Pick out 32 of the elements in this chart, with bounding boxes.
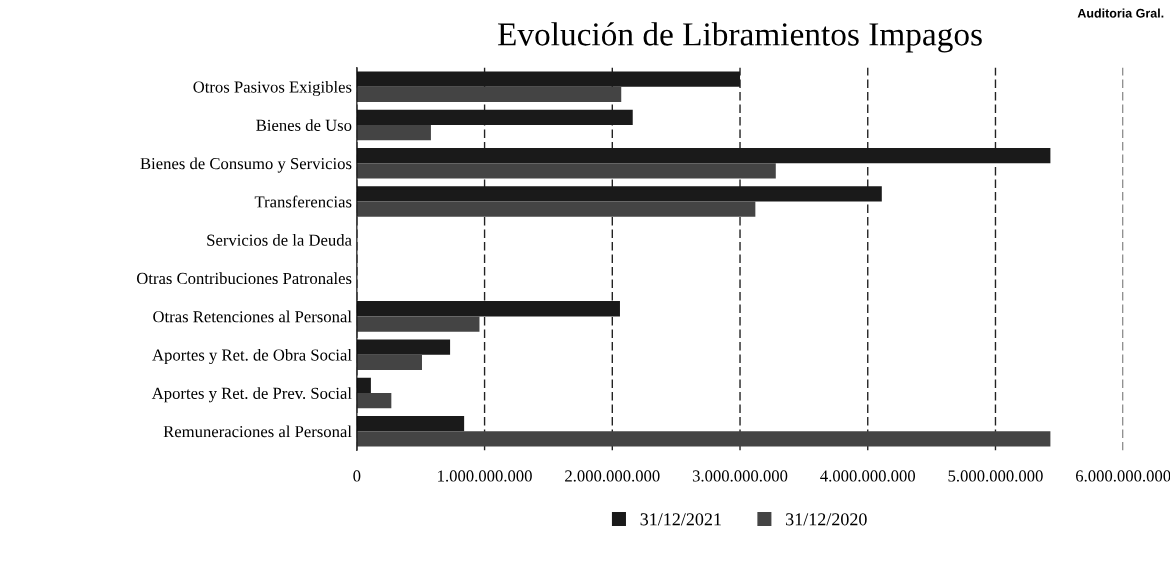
- legend-label: 31/12/2020: [786, 513, 867, 526]
- text: Auditoria Gral.: [1077, 8, 1164, 18]
- y-tick-label: Transferencias: [254, 195, 352, 208]
- bar: [356, 377, 371, 393]
- x-tick-label: 1.000.000.000: [438, 470, 532, 482]
- bar: [356, 415, 465, 432]
- y-tick-label: Otras Contribuciones Patronales: [136, 272, 352, 285]
- x-tick-label: 3.000.000.000: [692, 470, 788, 482]
- x-tick-label: 5.000.000.000: [948, 470, 1043, 482]
- bar: [356, 316, 480, 332]
- y-tick-label: Aportes y Ret. de Prev. Social: [151, 387, 352, 403]
- y-tick-label: Aportes y Ret. de Obra Social: [152, 348, 352, 365]
- bar: [356, 392, 392, 409]
- chart-title: Evolución de Libramientos Impagos: [497, 22, 982, 53]
- y-tick-label: Bienes de Uso: [256, 119, 352, 131]
- y-tick-label: Otras Retenciones al Personal: [153, 310, 352, 323]
- x-tick-label: 2.000.000.000: [565, 470, 660, 482]
- bar: [356, 339, 451, 355]
- bar: [356, 124, 431, 141]
- bar: [356, 86, 622, 103]
- x-tick-label: 4.000.000.000: [820, 470, 916, 482]
- legend-label: 31/12/2021: [640, 513, 721, 526]
- y-tick-label: Otros Pasivos Exigibles: [193, 80, 352, 97]
- bar: [356, 431, 1051, 447]
- x-tick-label: 0: [353, 470, 361, 482]
- bar: [356, 201, 756, 217]
- y-tick-label: Bienes de Consumo y Servicios: [140, 157, 352, 173]
- bar: [356, 163, 776, 179]
- bar: [356, 354, 422, 370]
- y-tick-label: Remuneraciones al Personal: [163, 425, 352, 438]
- x-tick-label: 6.000.000.000: [1076, 470, 1170, 482]
- y-tick-label: Servicios de la Deuda: [207, 234, 352, 246]
